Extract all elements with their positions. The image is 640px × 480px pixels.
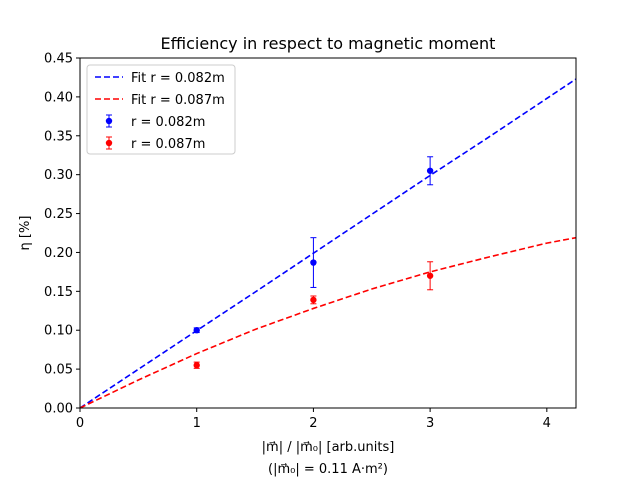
y-tick-label: 0.40: [44, 90, 73, 105]
x-tick-label: 4: [543, 416, 551, 431]
legend-label: r = 0.087m: [131, 137, 205, 152]
x-tick-label: 2: [309, 416, 317, 431]
y-tick-label: 0.20: [44, 246, 73, 261]
x-tick-label: 0: [76, 416, 84, 431]
y-axis-label: η [%]: [18, 216, 33, 251]
y-tick-label: 0.45: [44, 52, 73, 67]
data-point: [310, 296, 317, 304]
legend-label: r = 0.082m: [131, 115, 205, 130]
data-point: [193, 327, 200, 334]
data-point: [426, 272, 434, 279]
fit-lines: [79, 78, 577, 409]
y-tick-label: 0.10: [44, 324, 73, 339]
y-tick-label: 0.05: [44, 363, 73, 378]
y-tick-label: 0.25: [44, 207, 73, 222]
y-tick-label: 0.15: [44, 285, 73, 300]
data-point: [310, 259, 317, 266]
legend-point-swatch: [105, 139, 113, 147]
x-axis-note: (|m⃗₀| = 0.11 A·m²): [268, 462, 388, 477]
legend-frame: [86, 64, 236, 155]
chart-title: Efficiency in respect to magnetic moment: [161, 34, 496, 53]
data-point: [193, 362, 200, 369]
fit-line: [79, 78, 577, 409]
legend: Fit r = 0.082m Fit r = 0.087m r = 0.082m r …: [86, 64, 236, 155]
plot-area-frame: [79, 57, 577, 409]
data-points: [193, 156, 434, 369]
y-tick-label: 0.30: [44, 168, 73, 183]
legend-point-swatch: [105, 117, 113, 125]
y-tick-label: 0.35: [44, 129, 73, 144]
x-tick-label: 3: [426, 416, 434, 431]
y-axis-ticks: 0.00 0.05 0.10 0.15 0.20 0.25 0.30 0.35 0.40 0.45: [44, 52, 80, 417]
y-tick-label: 0.00: [44, 402, 73, 417]
fit-line: [79, 236, 577, 409]
legend-label: Fit r = 0.082m: [131, 71, 225, 86]
x-axis-ticks: 0 1 2 3 4: [76, 408, 551, 431]
legend-label: Fit r = 0.087m: [131, 93, 225, 108]
x-tick-label: 1: [193, 416, 201, 431]
x-axis-label: |m⃗| / |m⃗₀| [arb.units]: [262, 440, 395, 455]
data-point: [426, 167, 434, 174]
